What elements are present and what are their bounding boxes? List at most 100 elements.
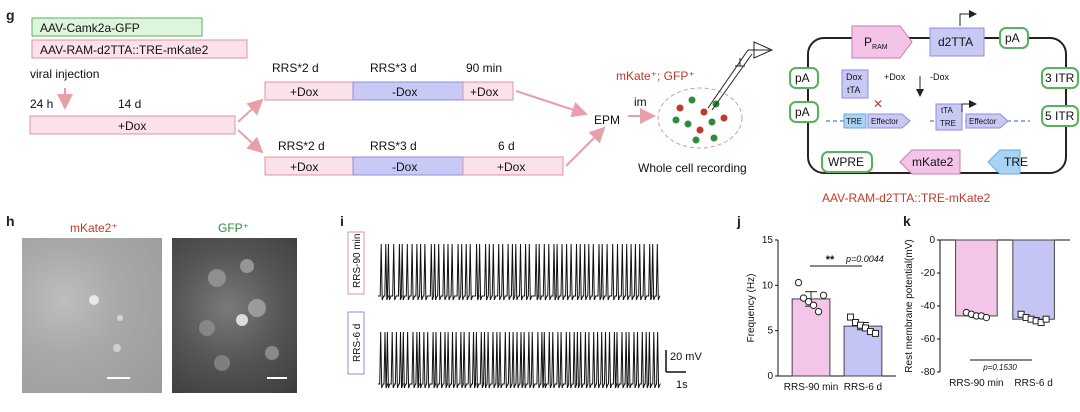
category-label: RRS-6 d xyxy=(1014,378,1052,389)
cell-spot xyxy=(240,259,254,273)
p-ram-label: PRAM xyxy=(864,35,888,51)
recording-area xyxy=(657,87,743,149)
trace1-label-box xyxy=(347,231,365,295)
minus-dox-label: -Dox xyxy=(930,72,950,82)
mkate-gfp-label: mKate⁺; GFP⁺ xyxy=(616,69,695,83)
cell-spot xyxy=(248,299,266,317)
panel-label-h: h xyxy=(6,213,15,229)
wpre-box xyxy=(821,151,873,173)
transcription-arrow xyxy=(959,10,977,26)
tre-bound-label: TRE xyxy=(940,119,956,128)
d2tta-label: d2TTA xyxy=(938,35,973,49)
virus1-box xyxy=(31,17,203,37)
y-tick-label: -80 xyxy=(921,367,936,378)
y-axis-label: Frequency (Hz) xyxy=(746,274,757,343)
gfp-micrograph-art xyxy=(199,259,287,379)
y-tick-label: 5 xyxy=(767,326,773,337)
p-value-label: p=0.1530 xyxy=(982,363,1017,372)
data-point xyxy=(982,313,991,322)
effector-label-1: Effector xyxy=(871,117,899,126)
pa-left-1 xyxy=(789,67,819,89)
chart-frequency: 0 5 10 15 Frequency (Hz) RRS-90 min RRS-6 d ** p… xyxy=(746,235,896,393)
data-point xyxy=(804,297,813,306)
dox-tta-box xyxy=(841,69,869,99)
tre-small-label: TRE xyxy=(846,117,862,126)
virus2-label: AAV-RAM-d2TTA::TRE-mKate2 xyxy=(40,43,209,57)
data-point xyxy=(1042,315,1050,323)
data-point xyxy=(809,301,818,309)
data-point xyxy=(871,329,879,337)
p-value-label: p=0.0044 xyxy=(845,254,884,264)
y-tick-label: 10 xyxy=(762,280,774,291)
tre-box xyxy=(987,149,1021,175)
category-label: RRS-90 min xyxy=(784,382,838,393)
bottom-seg-2-label: -Dox xyxy=(392,160,417,174)
pa-left-2-label: pA xyxy=(795,105,810,119)
im-label: im xyxy=(634,95,647,109)
data-point xyxy=(819,291,828,300)
cell-spot xyxy=(208,269,226,287)
cell-spot xyxy=(265,346,279,360)
effector-label-2: Effector xyxy=(969,117,997,126)
amplifier-icon xyxy=(753,41,774,59)
chart-rest-potential: 0 -20 -40 -60 -80 Rest membrane potential(mV)… xyxy=(904,235,1070,389)
bottom-seg-3 xyxy=(462,156,564,176)
y-tick-label: 0 xyxy=(767,371,773,382)
pipette xyxy=(707,49,770,109)
mkate2-label: mKate2 xyxy=(912,155,954,169)
branch-arrow-bottom xyxy=(237,129,264,154)
data-point xyxy=(861,324,869,332)
cell-spot xyxy=(89,295,99,305)
top-seg-3 xyxy=(462,81,514,101)
data-point xyxy=(814,307,823,316)
tta-bound-box xyxy=(935,103,963,131)
y-axis-label: Rest membrane potential(mV) xyxy=(904,239,915,372)
trace-90min xyxy=(378,243,661,301)
p-ram-promoter xyxy=(851,25,913,59)
itr3-label: 3 ITR xyxy=(1045,71,1075,85)
dox-label: Dox xyxy=(846,72,863,82)
significance-stars: ** xyxy=(826,254,835,266)
y-tick-label: 15 xyxy=(762,235,774,246)
base-dox-bar xyxy=(29,115,236,135)
y-tick-label: 0 xyxy=(929,235,935,246)
mkate2-box xyxy=(899,149,961,175)
panel-label-i: i xyxy=(340,213,344,229)
bottom-header-3: 6 d xyxy=(498,139,515,153)
pa-top xyxy=(999,27,1029,49)
top-seg-2-label: -Dox xyxy=(392,85,417,99)
to-epm-arrow-top xyxy=(515,90,588,118)
panel-label-g: g xyxy=(6,7,15,23)
pipette-edge xyxy=(711,53,753,111)
time-24h: 24 h xyxy=(30,97,53,111)
mkate2-micrograph xyxy=(22,238,162,393)
cell-spot xyxy=(113,344,121,352)
top-header-2: RRS*3 d xyxy=(370,61,417,75)
bottom-header-1: RRS*2 d xyxy=(278,139,325,153)
effector-box-2 xyxy=(965,113,1009,129)
mkate2-title: mKate2⁺ xyxy=(70,221,118,235)
scale-s-label: 1s xyxy=(676,379,688,391)
tta-bound-label: tTA xyxy=(941,106,954,115)
y-tick-label: -60 xyxy=(921,334,936,345)
tre-small-box xyxy=(843,113,867,129)
tta-label: tTA xyxy=(847,85,860,95)
cell-spot xyxy=(214,355,230,371)
itr5-label: 5 ITR xyxy=(1045,109,1075,123)
pa-left-2 xyxy=(789,101,819,123)
data-point xyxy=(794,278,803,287)
bottom-seg-3-label: +Dox xyxy=(497,160,525,174)
wpre-label: WPRE xyxy=(828,155,864,169)
branch-arrow-top xyxy=(237,98,264,123)
top-seg-1-label: +Dox xyxy=(290,85,318,99)
d2tta-box xyxy=(929,27,985,57)
bar xyxy=(791,298,831,377)
category-label: RRS-6 d xyxy=(844,382,882,393)
top-header-1: RRS*2 d xyxy=(272,61,319,75)
construct-name: AAV-RAM-d2TTA::TRE-mKate2 xyxy=(822,191,991,205)
panel-label-j: j xyxy=(736,213,741,229)
bottom-seg-1-label: +Dox xyxy=(290,160,318,174)
pa-left-1-label: pA xyxy=(795,71,810,85)
virus1-label: AAV-Camk2a-GFP xyxy=(40,21,140,35)
